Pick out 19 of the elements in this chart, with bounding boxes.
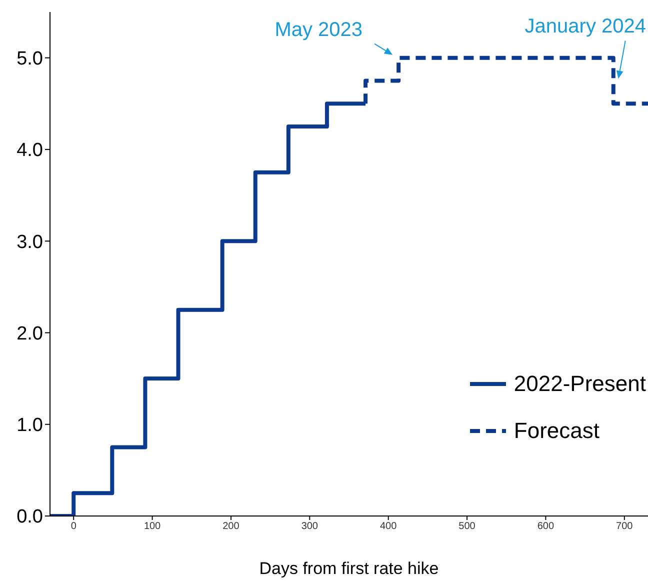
x-tick-label: 400 — [380, 521, 398, 532]
x-tick-label: 100 — [144, 521, 162, 532]
x-tick-label: 200 — [222, 521, 240, 532]
x-tick-label: 300 — [301, 521, 318, 532]
x-axis-title: Days from first rate hike — [259, 559, 439, 578]
x-tick-label: 500 — [458, 521, 476, 532]
y-tick-label: 1.0 — [16, 415, 43, 436]
legend-label: Forecast — [514, 418, 600, 444]
y-tick-label: 4.0 — [16, 140, 43, 162]
x-tick-label: 0 — [70, 521, 77, 532]
y-tick-label: 3.0 — [16, 232, 43, 253]
x-tick-label: 600 — [537, 521, 554, 532]
y-tick-label: 5.0 — [16, 48, 43, 70]
y-tick-label: 2.0 — [16, 323, 43, 344]
annotation: May 2023 — [274, 18, 363, 41]
x-tick-label: 700 — [616, 521, 634, 532]
annotation: January 2024 — [524, 16, 646, 38]
y-tick-label: 0.0 — [16, 506, 43, 528]
legend-label: 2022-Present — [514, 370, 646, 396]
